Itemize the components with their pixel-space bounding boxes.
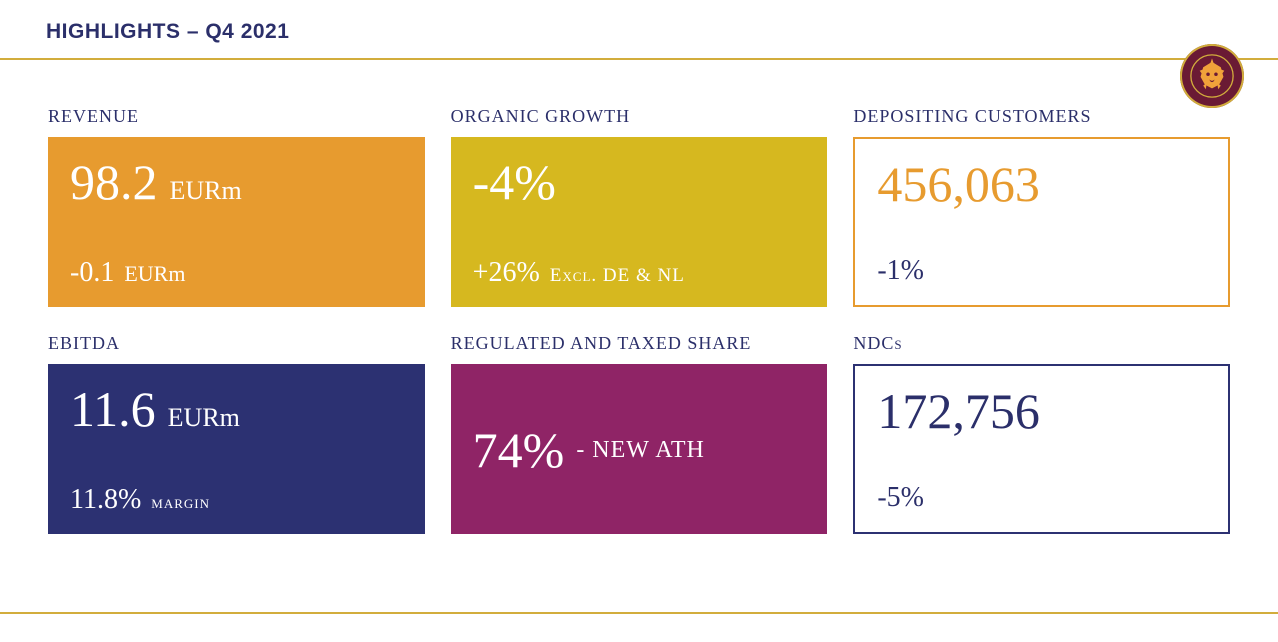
kpi-sub-value: +26%: [473, 257, 540, 289]
lion-icon: [1190, 54, 1234, 98]
kpi-sub-value: -5%: [877, 482, 924, 514]
kpi-box: 172,756 -5%: [853, 364, 1230, 534]
kpi-sub-note: Excl. DE & NL: [550, 265, 685, 287]
kpi-unit: EURm: [170, 176, 242, 206]
kpi-value: -4%: [473, 157, 556, 207]
kpi-sub-note: margin: [151, 492, 210, 514]
kpi-label: REGULATED AND TAXED SHARE: [451, 333, 828, 354]
kpi-sub-value: -0.1: [70, 257, 114, 289]
kpi-label: NDCs: [853, 333, 1230, 354]
bottom-rule: [0, 612, 1278, 614]
kpi-box: 74% - NEW ATH: [451, 364, 828, 534]
highlights-slide: HIGHLIGHTS – Q4 2021 REVENUE: [0, 0, 1278, 534]
kpi-box: 456,063 -1%: [853, 137, 1230, 307]
kpi-depositing-customers: DEPOSITING CUSTOMERS 456,063 -1%: [853, 106, 1230, 307]
kpi-sub-value: 11.8%: [70, 484, 141, 516]
kpi-value: 98.2: [70, 157, 158, 207]
kpi-value: 456,063: [877, 159, 1040, 209]
kpi-label: ORGANIC GROWTH: [451, 106, 828, 127]
kpi-grid: REVENUE 98.2 EURm -0.1 EURm ORGANIC GROW…: [46, 106, 1232, 534]
kpi-box: -4% +26% Excl. DE & NL: [451, 137, 828, 307]
kpi-label: EBITDA: [48, 333, 425, 354]
kpi-organic-growth: ORGANIC GROWTH -4% +26% Excl. DE & NL: [451, 106, 828, 307]
kpi-value: 74%: [473, 425, 565, 475]
kpi-sub-unit: EURm: [124, 261, 185, 287]
kpi-label: REVENUE: [48, 106, 425, 127]
kpi-ndcs: NDCs 172,756 -5%: [853, 333, 1230, 534]
kpi-ebitda: EBITDA 11.6 EURm 11.8% margin: [48, 333, 425, 534]
kpi-revenue: REVENUE 98.2 EURm -0.1 EURm: [48, 106, 425, 307]
top-rule: [0, 58, 1278, 60]
kpi-label: DEPOSITING CUSTOMERS: [853, 106, 1230, 127]
kpi-sub-value: -1%: [877, 255, 924, 287]
kpi-value: 11.6: [70, 384, 156, 434]
slide-title: HIGHLIGHTS – Q4 2021: [46, 20, 1232, 44]
kpi-value: 172,756: [877, 386, 1040, 436]
kpi-box: 11.6 EURm 11.8% margin: [48, 364, 425, 534]
kpi-unit: EURm: [168, 403, 240, 433]
kpi-regulated-share: REGULATED AND TAXED SHARE 74% - NEW ATH: [451, 333, 828, 534]
brand-logo: [1180, 44, 1244, 108]
kpi-box: 98.2 EURm -0.1 EURm: [48, 137, 425, 307]
kpi-note: - NEW ATH: [576, 437, 705, 464]
